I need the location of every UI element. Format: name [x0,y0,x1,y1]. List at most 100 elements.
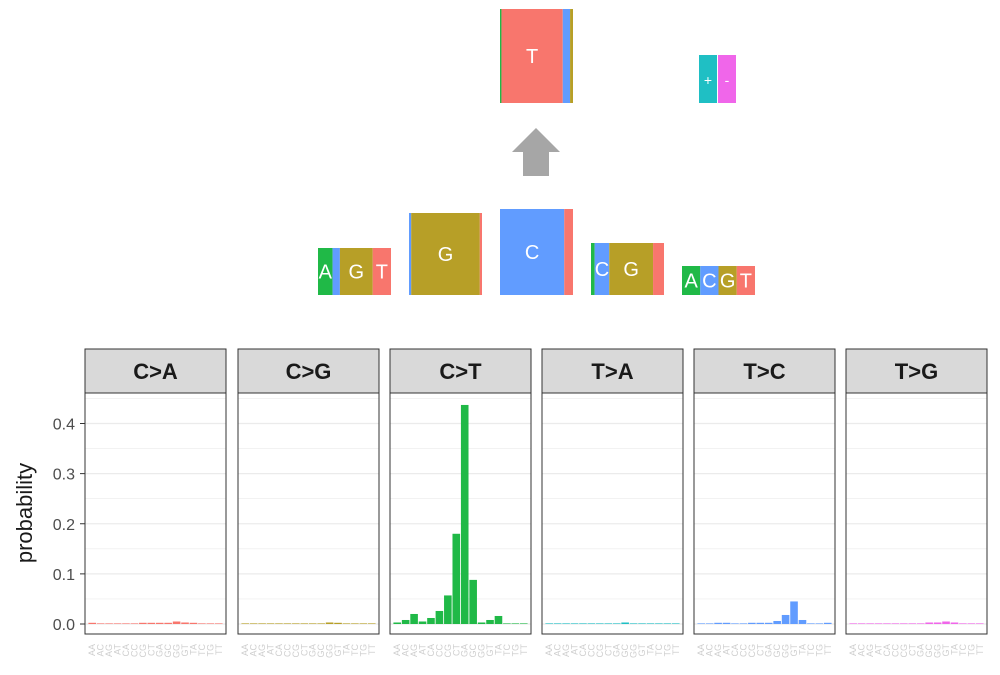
logo-letter-G [411,213,480,295]
x-tick-label: AG [865,644,875,657]
facet-strip [389,348,532,394]
x-tick-label: AG [104,644,114,657]
bar [334,622,342,624]
panel-border [541,392,684,635]
x-tick-label: CT [451,644,461,656]
bar [113,623,122,624]
facet-strip-label: T>A [591,359,633,384]
x-tick-label: GG [629,644,639,658]
x-tick-label: CG [138,644,148,658]
bar [849,623,858,624]
logo-letter-T [653,243,664,295]
bar [646,623,655,624]
facet-strip-label: C>A [133,359,178,384]
x-tick-label: AA [240,644,250,656]
x-tick-label: AT [266,644,276,655]
bar [418,621,427,624]
bar [967,623,976,624]
bar [764,622,773,624]
x-tick-label: AC [857,644,867,657]
y-axis-label: probability [12,463,37,563]
panel-border [693,392,836,635]
bar [410,613,418,624]
x-tick-label: AT [722,644,732,655]
bar [866,623,874,624]
bar [359,623,368,624]
x-tick-label: AC [96,644,106,657]
x-tick-label: TA [493,644,503,655]
bar [511,623,520,624]
bar [798,619,807,624]
panel-background [846,393,987,634]
x-tick-label: CC [586,644,596,657]
x-tick-label: CA [730,644,740,657]
x-tick-label: GT [941,643,951,656]
x-tick-label: CT [755,644,765,656]
logo-letter-T [736,266,755,295]
bar [900,623,908,624]
x-tick-label: TA [949,644,959,655]
bar [275,623,283,624]
logo-letter-label: T [376,262,388,284]
x-tick-label: GA [612,644,622,657]
x-tick-label: CC [738,644,748,657]
logo-letter-C [562,9,571,103]
logo-letter-T [564,209,573,295]
arrow-up-icon [512,128,560,176]
bar [671,623,680,624]
bar [629,623,638,624]
bar [96,623,105,624]
x-tick-label: GA [916,644,926,657]
bar [155,622,164,624]
bar [697,623,706,624]
facet-strip-label: T>C [743,359,785,384]
facet-strip [845,348,988,394]
bar [570,623,579,624]
bar [857,623,866,624]
x-tick-label: GG [477,644,487,658]
x-tick-label: GC [163,643,173,657]
bar [773,620,781,624]
bar [88,622,97,624]
x-tick-label: TT [367,644,377,655]
x-tick-label: TA [797,644,807,655]
x-tick-label: GG [933,644,943,658]
logo-letter-C [500,209,565,295]
x-tick-label: AG [713,644,723,657]
x-tick-label: GG [172,644,182,658]
bar [621,622,629,624]
bar [807,623,815,624]
x-tick-label: AA [392,644,402,656]
bar [292,623,300,624]
y-tick-label: 0.3 [53,467,75,484]
x-tick-label: AC [553,644,563,657]
x-tick-label: GC [316,643,326,657]
logo-letter-C [332,248,340,295]
logo-letter-C [409,213,412,295]
x-tick-label: GG [781,644,791,658]
logo-letter-label: G [720,271,736,293]
panel-border [845,392,988,635]
bar [579,623,587,624]
x-tick-label: GC [468,643,478,657]
panel-background [542,393,683,634]
bar [283,623,292,624]
bar [596,623,604,624]
strand-plus-box: + [699,55,717,103]
logo-letter-G [718,266,737,295]
bar [427,617,435,624]
x-tick-label: GA [764,644,774,657]
bar [258,623,266,624]
x-tick-label: TT [519,644,529,655]
x-tick-label: AC [705,644,715,657]
x-tick-label: GA [308,644,318,657]
x-tick-label: AT [418,644,428,655]
bar [739,623,748,624]
bar [781,614,790,624]
logo-letter-label: G [438,244,454,266]
panel-border [389,392,532,635]
